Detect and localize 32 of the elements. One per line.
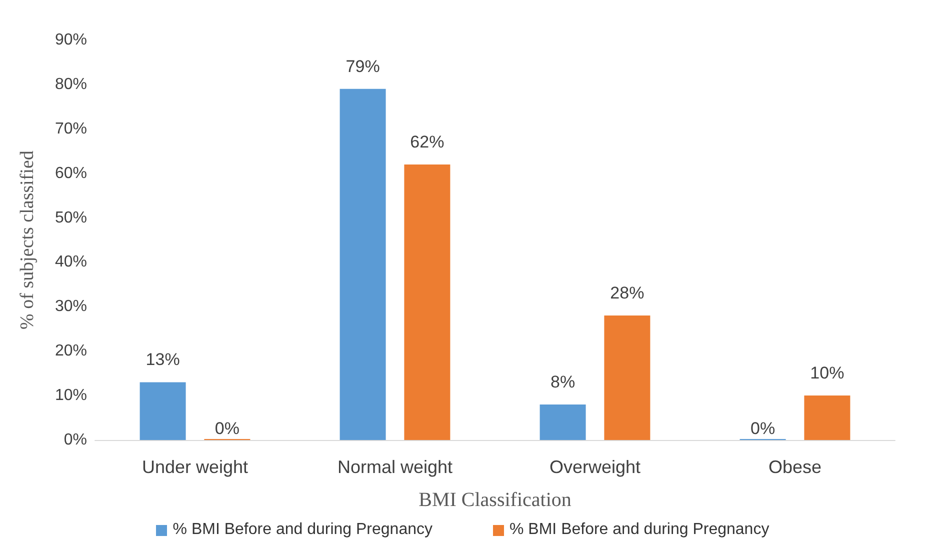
data-label: 13% bbox=[146, 350, 180, 370]
bar bbox=[804, 396, 850, 440]
y-tick-label: 40% bbox=[54, 254, 87, 271]
x-tick-label: Obese bbox=[768, 457, 822, 477]
y-tick-label: 20% bbox=[54, 342, 87, 360]
y-tick-label: 50% bbox=[54, 209, 87, 226]
x-tick-label: Overweight bbox=[549, 457, 641, 477]
data-label: 62% bbox=[410, 132, 444, 152]
y-tick-label: 70% bbox=[54, 120, 87, 138]
y-tick-label: 60% bbox=[54, 164, 87, 182]
x-tick-label: Normal weight bbox=[337, 457, 453, 477]
data-label: 0% bbox=[214, 419, 240, 438]
y-tick-label: 10% bbox=[54, 387, 87, 404]
x-axis-title: BMI Classification bbox=[418, 489, 572, 511]
data-label: 28% bbox=[610, 284, 644, 303]
data-label: 79% bbox=[346, 56, 380, 76]
data-label: 8% bbox=[550, 372, 576, 392]
data-label: 10% bbox=[810, 364, 844, 383]
legend-label: % BMI Before and during Pregnancy bbox=[510, 521, 770, 539]
bar bbox=[604, 316, 650, 440]
bar bbox=[340, 88, 386, 440]
bar bbox=[404, 164, 450, 440]
bar bbox=[540, 404, 586, 440]
x-tick-label: Under weight bbox=[142, 457, 248, 477]
y-axis-title: % of subjects classified bbox=[17, 150, 38, 330]
y-tick-label: 90% bbox=[54, 32, 87, 48]
y-tick-label: 30% bbox=[54, 298, 87, 316]
data-label: 0% bbox=[750, 419, 776, 438]
bar bbox=[140, 382, 186, 440]
y-tick-label: 80% bbox=[54, 76, 87, 93]
legend-label: % BMI Before and during Pregnancy bbox=[172, 521, 432, 539]
y-tick-label: 0% bbox=[64, 432, 87, 448]
